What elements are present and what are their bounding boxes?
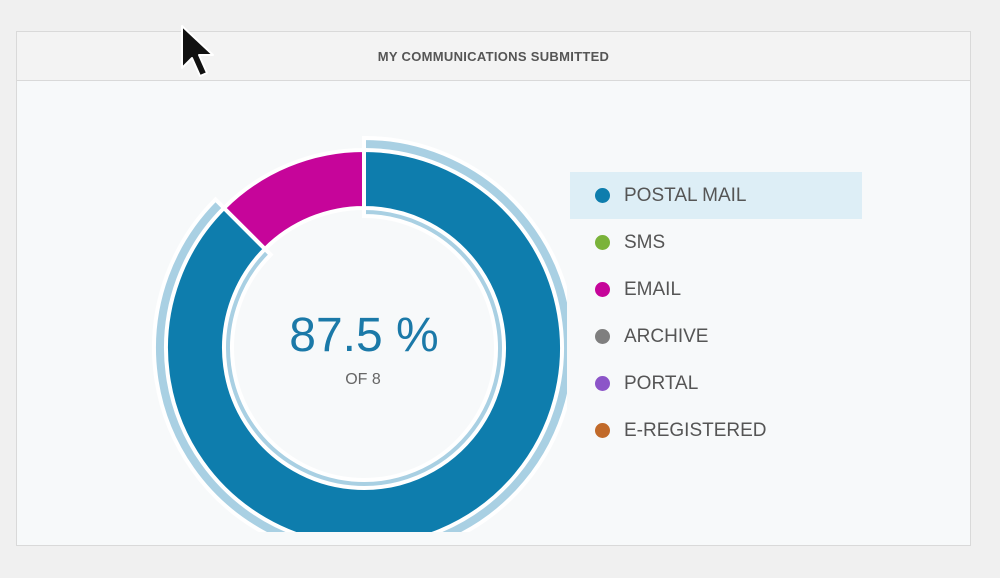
center-total-label: OF 8 xyxy=(345,371,381,388)
legend-item-e-registered[interactable]: E-REGISTERED xyxy=(570,407,862,454)
communications-widget: MY COMMUNICATIONS SUBMITTED 87.5 % OF 8 … xyxy=(16,31,971,546)
legend-dot-icon xyxy=(595,423,610,438)
legend-dot-icon xyxy=(595,329,610,344)
legend-item-sms[interactable]: SMS xyxy=(570,219,862,266)
legend-dot-icon xyxy=(595,376,610,391)
legend-label: E-REGISTERED xyxy=(624,419,767,441)
legend-label: EMAIL xyxy=(624,278,682,300)
legend-item-email[interactable]: EMAIL xyxy=(570,266,862,313)
legend-label: SMS xyxy=(624,231,666,253)
mouse-pointer-icon xyxy=(181,25,214,77)
legend-label: PORTAL xyxy=(624,372,699,394)
legend-dot-icon xyxy=(595,282,610,297)
center-percentage: 87.5 % xyxy=(289,309,438,362)
legend-dot-icon xyxy=(595,188,610,203)
widget-title: MY COMMUNICATIONS SUBMITTED xyxy=(17,32,970,81)
donut-chart: 87.5 % OF 8 xyxy=(152,135,567,532)
legend-label: POSTAL MAIL xyxy=(624,184,747,206)
legend-item-portal[interactable]: PORTAL xyxy=(570,360,862,407)
slice-postal-mail[interactable] xyxy=(164,147,564,532)
legend-dot-icon xyxy=(595,235,610,250)
legend-item-archive[interactable]: ARCHIVE xyxy=(570,313,862,360)
legend-item-postal-mail[interactable]: POSTAL MAIL xyxy=(570,172,862,219)
legend-label: ARCHIVE xyxy=(624,325,709,347)
chart-legend: POSTAL MAIL SMS EMAIL ARCHIVE PORTAL E-REGIST… xyxy=(570,172,862,454)
slice-email[interactable] xyxy=(221,147,366,252)
